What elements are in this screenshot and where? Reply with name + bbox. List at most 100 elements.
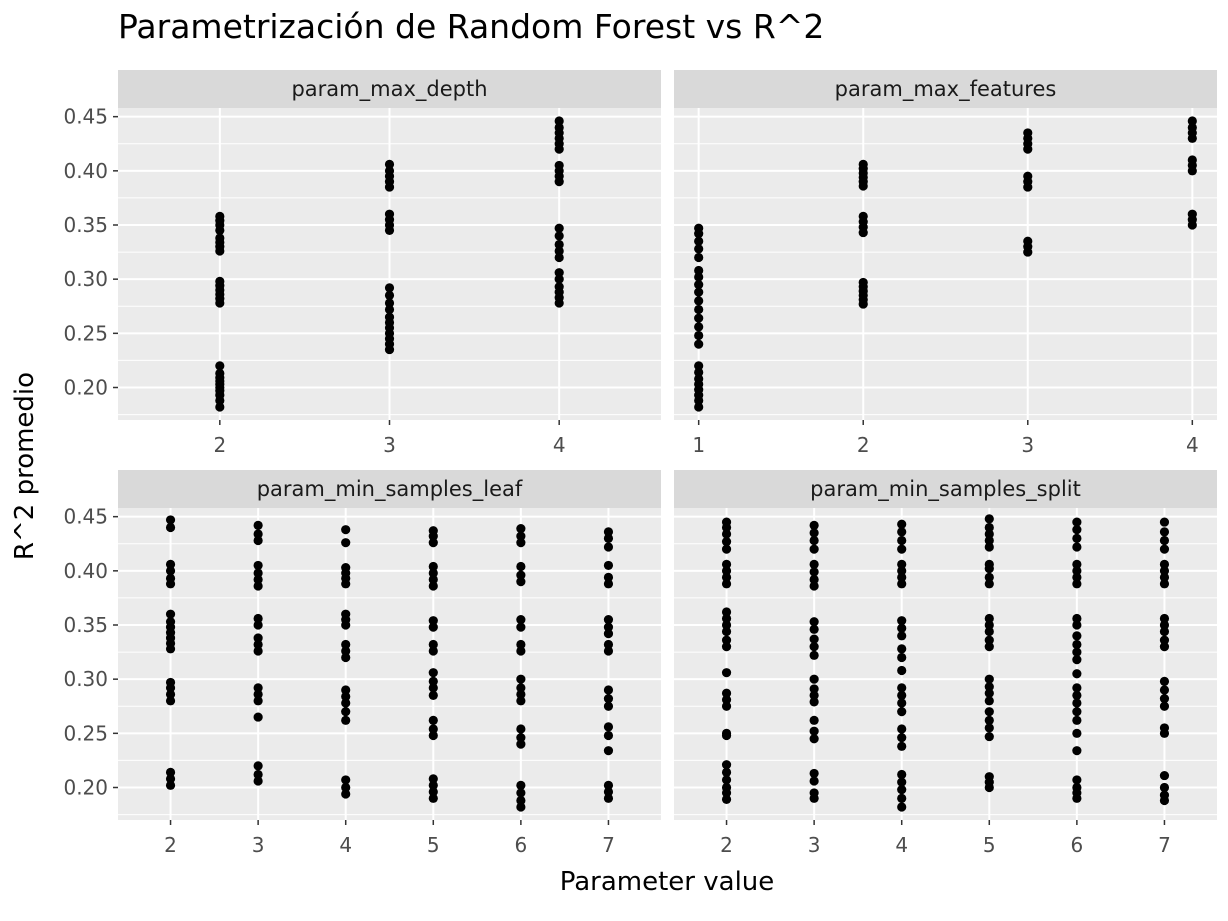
data-point [984,514,994,524]
data-point [428,668,438,678]
x-tick-label: 7 [602,833,615,857]
x-tick-label: 5 [983,833,996,857]
data-point [721,695,732,705]
data-point [253,776,263,786]
data-point [1159,782,1170,793]
data-point [603,730,614,741]
x-tick-label: 3 [808,833,821,857]
data-point [897,769,907,780]
data-point [384,283,395,293]
data-point [1159,544,1170,554]
data-point [341,715,351,725]
panel-background [674,508,1217,820]
data-point [984,626,994,637]
data-point [721,668,732,678]
data-point [1072,728,1082,738]
data-point [554,116,564,126]
chart-title: Parametrización de Random Forest vs R^2 [118,7,824,46]
data-point [603,694,614,704]
data-point [516,739,526,749]
data-point [428,526,438,536]
data-point [603,622,614,632]
data-point [603,793,614,803]
data-point [428,568,438,578]
data-point [253,581,263,591]
data-point [984,620,994,630]
y-tick-label: 0.40 [63,559,108,583]
data-point [516,795,526,806]
data-point [554,239,564,250]
data-point [554,252,564,263]
data-point [428,787,438,797]
data-point [253,761,263,771]
data-point [554,282,564,292]
data-point [253,646,263,656]
data-point [1023,171,1033,181]
data-point [694,367,704,377]
data-point [1187,116,1197,126]
data-point [603,614,614,625]
data-point [603,579,614,589]
y-tick-label: 0.35 [63,213,108,237]
data-point [809,634,819,644]
data-point [694,223,704,233]
data-point [721,767,732,777]
data-point [253,535,263,546]
data-point [341,691,351,702]
data-point [1072,690,1082,701]
data-point [603,527,614,537]
data-point [603,685,614,695]
data-point [694,339,704,349]
data-point [897,616,907,626]
data-point [721,794,732,805]
data-point [428,581,438,591]
data-point [984,715,994,725]
data-point [1159,701,1170,711]
data-point [516,538,526,548]
facet-panels: param_max_depth 0.20 0.25 0.30 0.35 0.40 0.45 2… [63,70,1217,857]
x-tick-label: 2 [164,833,177,857]
x-tick-label: 4 [553,433,566,457]
data-point [721,760,732,770]
data-point [516,622,526,632]
data-point [1072,533,1082,543]
data-point [516,733,526,743]
data-point [1072,639,1082,650]
data-point [721,782,732,793]
data-point [1159,676,1170,686]
x-tick-label: 4 [895,833,908,857]
data-point [1072,707,1082,717]
data-point [897,698,907,708]
data-point [897,665,907,676]
data-point [165,573,176,584]
data-point [516,788,526,798]
data-point [984,572,994,582]
data-point [428,622,438,632]
data-point [384,166,395,176]
data-point [694,279,704,290]
data-point [809,697,819,707]
data-point [215,276,225,286]
data-point [603,542,614,552]
facet-strip [118,70,661,108]
data-point [1159,527,1170,537]
data-point [721,642,732,652]
data-point [1072,775,1082,785]
data-point [253,683,263,693]
data-point [253,689,263,699]
data-point [897,652,907,663]
data-point [1072,572,1082,582]
facet-strip [674,70,1217,108]
data-point [165,559,176,569]
data-point [1159,626,1170,637]
data-point [809,544,819,554]
x-tick-label: 4 [339,833,352,857]
data-point [516,802,526,812]
data-point [1159,790,1170,800]
data-point [341,782,351,793]
data-point [984,723,994,733]
data-point [1159,517,1170,527]
data-point [858,211,868,221]
data-point [165,780,176,790]
data-point [897,566,907,576]
